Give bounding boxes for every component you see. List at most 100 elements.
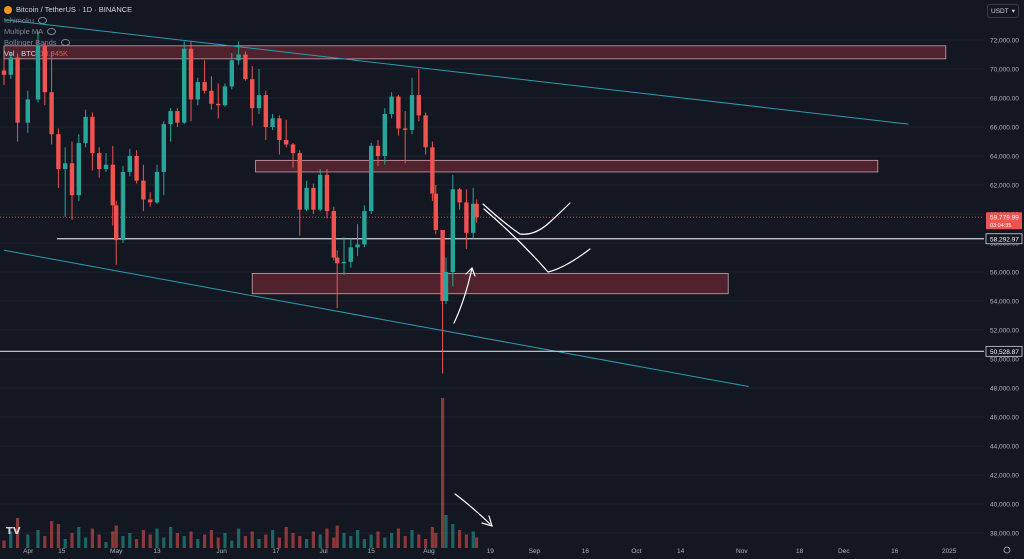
candle-body bbox=[15, 57, 20, 123]
candle-body bbox=[311, 187, 316, 210]
volume-bar bbox=[349, 536, 353, 548]
volume-bar bbox=[162, 537, 166, 548]
trendline bbox=[3, 249, 749, 388]
candle-body bbox=[209, 90, 214, 104]
volume-bar bbox=[155, 528, 159, 548]
x-tick-label: Oct bbox=[631, 548, 641, 555]
y-tick-label: 38,000.00 bbox=[990, 531, 1019, 538]
price-tag-text: 50,528.87 bbox=[990, 349, 1019, 356]
indicator-label: Ichimoku bbox=[4, 16, 35, 25]
x-tick-label: 15 bbox=[58, 548, 66, 555]
symbol-title: Bitcoin / TetherUS · 1D · BINANCE bbox=[16, 5, 133, 14]
candle-body bbox=[375, 145, 381, 156]
volume-bar bbox=[311, 531, 315, 548]
y-tick-label: 40,000.00 bbox=[990, 502, 1019, 509]
candle-body bbox=[182, 48, 187, 123]
x-tick-label: May bbox=[110, 548, 123, 555]
candle-body bbox=[103, 164, 109, 170]
supply-demand-zone bbox=[3, 45, 947, 60]
volume-bar bbox=[114, 525, 118, 548]
candle-body bbox=[83, 116, 88, 143]
x-tick-label: 15 bbox=[368, 548, 376, 555]
price-tag bbox=[985, 233, 1023, 245]
volume-bar bbox=[16, 518, 20, 548]
candle-body bbox=[443, 272, 449, 301]
candle-body bbox=[331, 211, 336, 258]
candle-body bbox=[236, 54, 241, 61]
candle-body bbox=[440, 229, 445, 301]
candle-body bbox=[284, 140, 289, 145]
x-tick-label: Jul bbox=[319, 548, 328, 555]
price-tag bbox=[985, 345, 1023, 357]
eye-icon[interactable] bbox=[60, 39, 70, 46]
candle-body bbox=[175, 111, 180, 123]
candle-body bbox=[188, 48, 194, 100]
volume-bar bbox=[424, 539, 428, 548]
eye-icon[interactable] bbox=[47, 28, 57, 35]
volume-bar bbox=[9, 531, 13, 548]
price-tag-text: 58,292.97 bbox=[990, 236, 1019, 243]
supply-demand-zone bbox=[251, 273, 729, 295]
y-tick-label: 44,000.00 bbox=[990, 444, 1019, 451]
current-price-tag bbox=[986, 212, 1022, 230]
tradingview-logo[interactable]: TV bbox=[6, 526, 21, 537]
candle-body bbox=[134, 156, 139, 181]
candle-body bbox=[25, 99, 30, 123]
volume-bar bbox=[264, 534, 268, 548]
indicator-row-ichimoku[interactable]: Ichimoku bbox=[4, 15, 132, 26]
eye-icon[interactable] bbox=[38, 17, 48, 24]
candle-body bbox=[457, 189, 462, 203]
candle-body bbox=[430, 147, 435, 194]
candle-body bbox=[369, 145, 374, 212]
indicator-row-volume[interactable]: Vol · BTC 13.945K bbox=[4, 48, 132, 59]
candle-body bbox=[396, 96, 401, 129]
candle-body bbox=[471, 203, 476, 233]
y-tick-label: 42,000.00 bbox=[990, 473, 1019, 480]
indicator-row-multiple-ma[interactable]: Multiple MA bbox=[4, 26, 132, 37]
candle-body bbox=[341, 261, 347, 264]
x-tick-label: Sep bbox=[529, 548, 541, 555]
currency-selector[interactable]: USDT ▾ bbox=[987, 4, 1019, 18]
candle-body bbox=[324, 174, 330, 212]
candle-body bbox=[416, 95, 421, 116]
volume-bar bbox=[257, 539, 261, 548]
candle-body bbox=[256, 95, 262, 109]
volume-bar bbox=[458, 530, 462, 548]
volume-bar bbox=[390, 533, 394, 548]
arrow-volume-down bbox=[454, 493, 493, 527]
gear-icon[interactable] bbox=[1003, 546, 1011, 554]
volume-bar bbox=[471, 531, 475, 548]
x-tick-label: Nov bbox=[736, 548, 748, 555]
volume-bar bbox=[111, 531, 115, 548]
volume-bar bbox=[277, 537, 281, 548]
volume-bar bbox=[189, 531, 193, 548]
indicator-row-bollinger[interactable]: Bollinger Bands bbox=[4, 37, 132, 48]
volume-bar bbox=[50, 521, 54, 548]
candle-body bbox=[250, 79, 255, 109]
candle-body bbox=[389, 96, 394, 114]
y-tick-label: 50,000.00 bbox=[990, 357, 1019, 364]
volume-bar bbox=[444, 515, 448, 548]
x-tick-label: 18 bbox=[796, 548, 804, 555]
volume-bar bbox=[216, 537, 220, 548]
volume-bar bbox=[376, 531, 380, 548]
x-tick-label: 14 bbox=[677, 548, 685, 555]
trendline bbox=[3, 19, 909, 125]
volume-bar bbox=[441, 398, 445, 548]
volume-bar bbox=[430, 527, 434, 548]
volume-bar bbox=[70, 533, 74, 548]
legend-title-row[interactable]: Bitcoin / TetherUS · 1D · BINANCE bbox=[4, 4, 132, 15]
candle-body bbox=[423, 115, 428, 148]
volume-bar bbox=[135, 539, 139, 548]
currency-label: USDT bbox=[991, 7, 1009, 15]
arrow-up bbox=[453, 266, 476, 324]
volume-bar bbox=[209, 530, 213, 548]
freehand-path-lower bbox=[483, 208, 591, 273]
volume-bar bbox=[332, 537, 336, 548]
x-tick-label: 2025 bbox=[942, 548, 957, 555]
candle-body bbox=[49, 92, 54, 135]
volume-bar bbox=[434, 533, 438, 548]
x-tick-label: 16 bbox=[582, 548, 590, 555]
